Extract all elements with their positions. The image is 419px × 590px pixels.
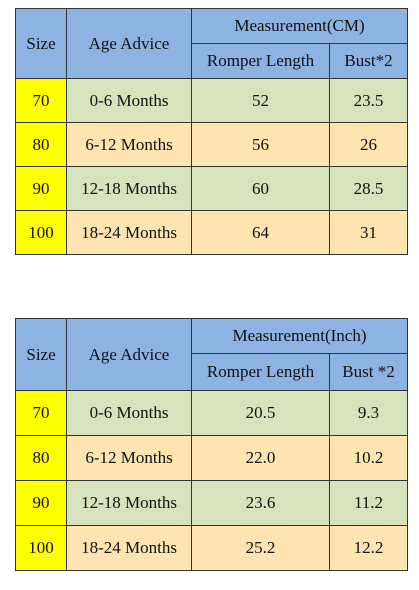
length-cell: 60 bbox=[191, 166, 330, 211]
table-row: 90 12-18 Months 23.6 11.2 bbox=[15, 480, 408, 526]
table-row: 100 18-24 Months 64 31 bbox=[15, 210, 408, 255]
size-cell: 90 bbox=[15, 166, 67, 211]
romper-length-header: Romper Length bbox=[191, 353, 330, 391]
age-cell: 0-6 Months bbox=[66, 390, 192, 436]
age-cell: 18-24 Months bbox=[66, 210, 192, 255]
table-row: 100 18-24 Months 25.2 12.2 bbox=[15, 525, 408, 571]
size-chart-inch-table: Size Age Advice Measurement(Inch) Romper… bbox=[15, 318, 408, 571]
romper-length-header: Romper Length bbox=[191, 43, 330, 79]
table-row: 70 0-6 Months 52 23.5 bbox=[15, 78, 408, 123]
bust-cell: 9.3 bbox=[329, 390, 408, 436]
bust-cell: 12.2 bbox=[329, 525, 408, 571]
size-header: Size bbox=[15, 318, 67, 391]
size-cell: 70 bbox=[15, 390, 67, 436]
table-row: 90 12-18 Months 60 28.5 bbox=[15, 166, 408, 211]
length-cell: 23.6 bbox=[191, 480, 330, 526]
measurement-header: Measurement(CM) bbox=[191, 8, 408, 44]
bust-cell: 10.2 bbox=[329, 435, 408, 481]
age-cell: 6-12 Months bbox=[66, 122, 192, 167]
size-cell: 70 bbox=[15, 78, 67, 123]
length-cell: 52 bbox=[191, 78, 330, 123]
bust-cell: 23.5 bbox=[329, 78, 408, 123]
length-cell: 22.0 bbox=[191, 435, 330, 481]
size-cell: 90 bbox=[15, 480, 67, 526]
size-cell: 100 bbox=[15, 525, 67, 571]
bust-cell: 26 bbox=[329, 122, 408, 167]
age-cell: 18-24 Months bbox=[66, 525, 192, 571]
table-row: 80 6-12 Months 22.0 10.2 bbox=[15, 435, 408, 481]
age-cell: 0-6 Months bbox=[66, 78, 192, 123]
length-cell: 64 bbox=[191, 210, 330, 255]
measurement-header: Measurement(Inch) bbox=[191, 318, 408, 354]
size-cell: 100 bbox=[15, 210, 67, 255]
age-cell: 12-18 Months bbox=[66, 166, 192, 211]
age-advice-header: Age Advice bbox=[66, 318, 192, 391]
length-cell: 25.2 bbox=[191, 525, 330, 571]
age-cell: 12-18 Months bbox=[66, 480, 192, 526]
bust-cell: 11.2 bbox=[329, 480, 408, 526]
age-advice-header: Age Advice bbox=[66, 8, 192, 79]
bust-header: Bust *2 bbox=[329, 353, 408, 391]
size-chart-cm-table: Size Age Advice Measurement(CM) Romper L… bbox=[15, 8, 408, 255]
length-cell: 20.5 bbox=[191, 390, 330, 436]
size-cell: 80 bbox=[15, 122, 67, 167]
bust-header: Bust*2 bbox=[329, 43, 408, 79]
table-row: 70 0-6 Months 20.5 9.3 bbox=[15, 390, 408, 436]
size-header: Size bbox=[15, 8, 67, 79]
age-cell: 6-12 Months bbox=[66, 435, 192, 481]
length-cell: 56 bbox=[191, 122, 330, 167]
bust-cell: 31 bbox=[329, 210, 408, 255]
bust-cell: 28.5 bbox=[329, 166, 408, 211]
size-cell: 80 bbox=[15, 435, 67, 481]
table-row: 80 6-12 Months 56 26 bbox=[15, 122, 408, 167]
